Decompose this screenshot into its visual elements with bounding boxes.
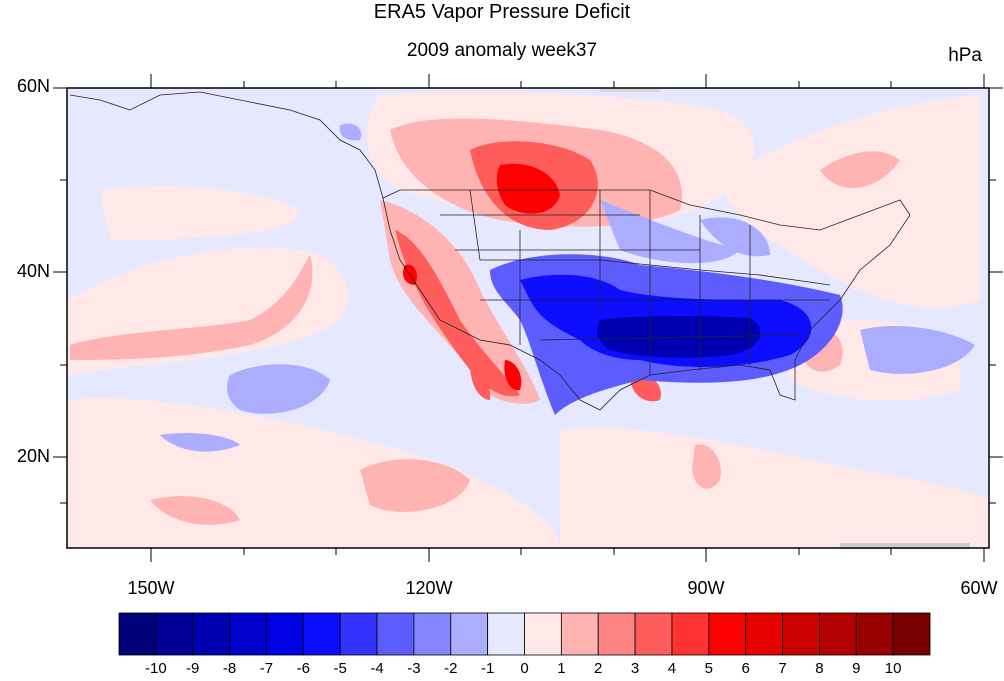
colorbar-swatch bbox=[671, 612, 710, 656]
colorbar-swatch bbox=[192, 612, 230, 656]
colorbar-swatch bbox=[819, 612, 857, 656]
lat-label-60n: 60N bbox=[16, 76, 50, 96]
lon-label-150w: 150W bbox=[127, 578, 175, 598]
colorbar-swatch bbox=[855, 612, 894, 656]
colorbar-tick-label: -6 bbox=[296, 660, 310, 677]
units-label: hPa bbox=[948, 45, 982, 66]
colorbar-swatch bbox=[155, 612, 194, 656]
colorbar-tick-label: -2 bbox=[444, 660, 458, 677]
colorbar-tick-label: -9 bbox=[186, 660, 200, 677]
colorbar-tick-label: -10 bbox=[145, 660, 167, 677]
colorbar-swatch bbox=[708, 612, 747, 656]
axis-ticks bbox=[53, 74, 1003, 562]
colorbar-tick-label: 9 bbox=[852, 660, 861, 677]
colorbar-tick-label: 5 bbox=[704, 660, 713, 677]
negative-anomaly-peak bbox=[597, 315, 761, 358]
colorbar-tick-label: -8 bbox=[222, 660, 237, 677]
colorbar-swatch bbox=[339, 612, 378, 656]
colorbar-tick-label: 2 bbox=[594, 660, 603, 677]
colorbar-swatch bbox=[302, 612, 341, 656]
colorbar-tick-label: 0 bbox=[520, 660, 529, 677]
map-frame bbox=[66, 87, 990, 549]
missing-data-strip bbox=[840, 543, 970, 549]
colorbar-tick-label: 4 bbox=[667, 660, 677, 677]
colorbar-tick-label: 8 bbox=[815, 660, 824, 677]
colorbar-swatch bbox=[376, 612, 415, 656]
colorbar-swatch bbox=[487, 612, 525, 656]
colorbar-tick-label: 1 bbox=[557, 660, 566, 677]
negative-anomaly-light bbox=[160, 123, 975, 452]
colorbar-swatch bbox=[524, 612, 562, 656]
colorbar-swatch bbox=[634, 612, 673, 656]
colorbar-tick-label: 7 bbox=[778, 660, 787, 677]
colorbar-tick-label: -5 bbox=[333, 660, 347, 677]
colorbar-tick-label: 6 bbox=[741, 660, 750, 677]
colorbar-swatch bbox=[782, 612, 820, 656]
colorbar-tick-label: 3 bbox=[630, 660, 640, 677]
colorbar-swatch bbox=[560, 612, 599, 656]
lon-label-120w: 120W bbox=[405, 578, 453, 598]
map-title: ERA5 Vapor Pressure Deficit bbox=[373, 1, 631, 23]
lat-label-40n: 40N bbox=[16, 261, 50, 281]
colorbar-swatch bbox=[745, 612, 783, 656]
colorbar-swatch bbox=[892, 612, 931, 656]
colorbar-swatch bbox=[229, 612, 267, 656]
colorbar-tick-label: 10 bbox=[884, 660, 902, 677]
colorbar-swatch bbox=[413, 612, 452, 656]
colorbar-tick-label: -4 bbox=[370, 660, 384, 677]
missing-data-strip bbox=[600, 88, 660, 92]
map-subtitle: 2009 anomaly week37 bbox=[406, 40, 598, 61]
colorbar-swatch bbox=[118, 612, 157, 656]
lon-label-90w: 90W bbox=[687, 578, 725, 598]
lon-label-60w: 60W bbox=[960, 578, 998, 598]
coastline-and-borders bbox=[69, 91, 911, 411]
colorbar-swatch bbox=[597, 612, 636, 656]
colorbar-tick-label: -7 bbox=[259, 660, 274, 677]
colorbar-swatch bbox=[266, 612, 304, 656]
colorbar-swatch bbox=[450, 612, 489, 656]
colorbar-tick-label: -3 bbox=[407, 660, 421, 677]
lat-label-20n: 20N bbox=[16, 446, 50, 466]
colorbar-tick-label: -1 bbox=[480, 660, 495, 677]
